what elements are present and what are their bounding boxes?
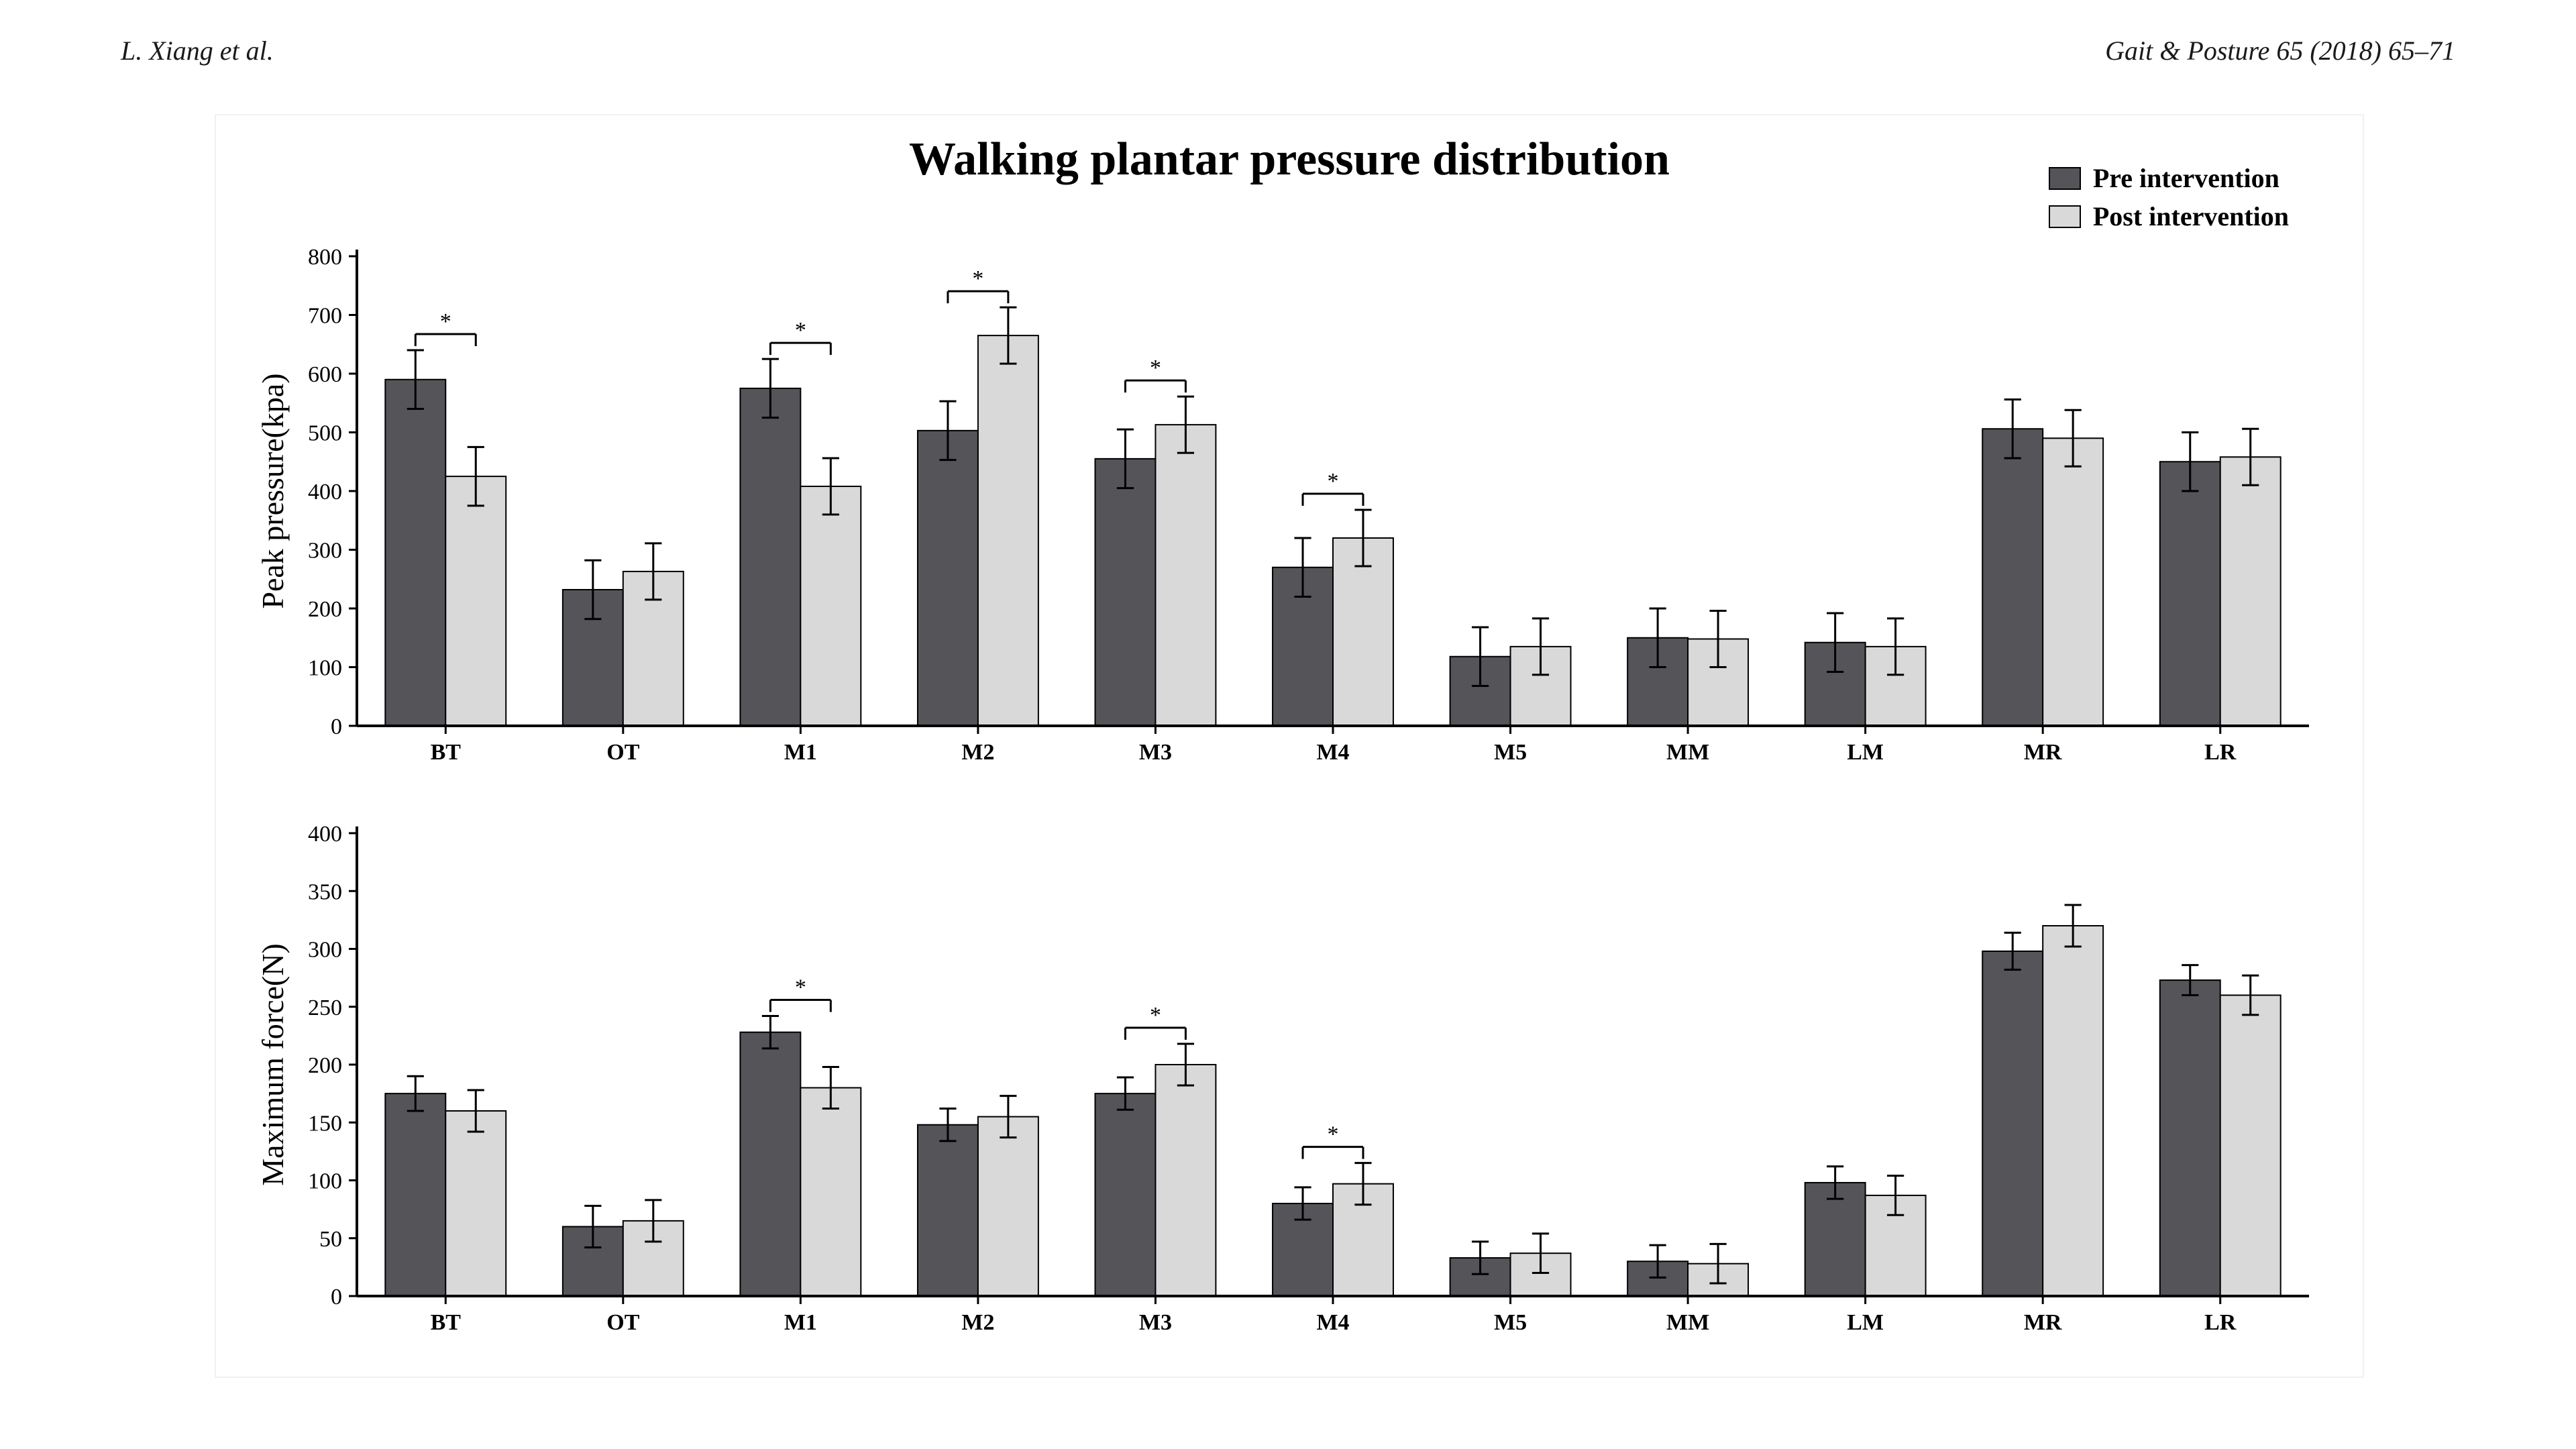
svg-text:*: * bbox=[1150, 1003, 1161, 1028]
svg-text:400: 400 bbox=[308, 480, 342, 504]
svg-text:400: 400 bbox=[308, 822, 342, 847]
svg-text:500: 500 bbox=[308, 421, 342, 446]
svg-text:50: 50 bbox=[319, 1227, 342, 1252]
svg-text:OT: OT bbox=[606, 740, 639, 765]
svg-text:M2: M2 bbox=[961, 740, 994, 765]
svg-text:OT: OT bbox=[606, 1310, 639, 1335]
svg-text:350: 350 bbox=[308, 879, 342, 904]
svg-text:M2: M2 bbox=[961, 1310, 994, 1335]
chart-maximum-force: 0 50 100 150 200 250 300 350 400 Maximum force(N)… bbox=[256, 793, 2322, 1343]
svg-text:Maximum force(N): Maximum force(N) bbox=[256, 943, 290, 1186]
svg-text:*: * bbox=[1328, 469, 1339, 494]
legend-item-pre: Pre intervention bbox=[2049, 162, 2289, 194]
svg-text:M5: M5 bbox=[1494, 1310, 1527, 1335]
svg-text:*: * bbox=[972, 266, 983, 291]
figure-title: Walking plantar pressure distribution bbox=[216, 133, 2363, 186]
chart-peak-pressure: 0 100 200 300 400 500 600 700 800 Peak pressure(k… bbox=[256, 216, 2322, 773]
svg-text:LR: LR bbox=[2204, 1310, 2237, 1335]
svg-text:LM: LM bbox=[1847, 740, 1884, 765]
legend-swatch-pre bbox=[2049, 167, 2081, 190]
svg-text:150: 150 bbox=[308, 1111, 342, 1136]
running-head-right: Gait & Posture 65 (2018) 65–71 bbox=[2105, 35, 2455, 66]
figure-panel: Walking plantar pressure distribution Pr… bbox=[215, 114, 2364, 1378]
svg-text:200: 200 bbox=[308, 597, 342, 622]
svg-text:MR: MR bbox=[2024, 740, 2062, 765]
svg-text:M4: M4 bbox=[1316, 1310, 1349, 1335]
svg-text:100: 100 bbox=[308, 656, 342, 681]
page: L. Xiang et al. Gait & Posture 65 (2018)… bbox=[0, 0, 2576, 1449]
svg-text:BT: BT bbox=[431, 740, 462, 765]
svg-text:800: 800 bbox=[308, 245, 342, 270]
svg-text:300: 300 bbox=[308, 539, 342, 564]
legend-label-pre: Pre intervention bbox=[2093, 162, 2279, 194]
svg-text:MR: MR bbox=[2024, 1310, 2062, 1335]
svg-text:BT: BT bbox=[431, 1310, 462, 1335]
running-head-left: L. Xiang et al. bbox=[121, 35, 274, 66]
svg-text:*: * bbox=[1150, 356, 1161, 380]
svg-text:0: 0 bbox=[331, 714, 342, 739]
svg-text:700: 700 bbox=[308, 304, 342, 329]
svg-text:M5: M5 bbox=[1494, 740, 1527, 765]
svg-text:*: * bbox=[440, 309, 451, 334]
svg-text:250: 250 bbox=[308, 996, 342, 1020]
svg-text:M1: M1 bbox=[784, 740, 817, 765]
svg-text:M3: M3 bbox=[1139, 740, 1172, 765]
svg-text:Peak pressure(kpa): Peak pressure(kpa) bbox=[256, 373, 290, 608]
svg-text:300: 300 bbox=[308, 938, 342, 963]
svg-text:MM: MM bbox=[1666, 740, 1709, 765]
svg-text:100: 100 bbox=[308, 1169, 342, 1194]
svg-text:*: * bbox=[795, 318, 806, 343]
svg-text:LM: LM bbox=[1847, 1310, 1884, 1335]
svg-text:200: 200 bbox=[308, 1053, 342, 1078]
svg-text:0: 0 bbox=[331, 1285, 342, 1309]
svg-text:MM: MM bbox=[1666, 1310, 1709, 1335]
svg-text:M4: M4 bbox=[1316, 740, 1349, 765]
svg-text:M3: M3 bbox=[1139, 1310, 1172, 1335]
svg-text:*: * bbox=[795, 975, 806, 1000]
svg-text:LR: LR bbox=[2204, 740, 2237, 765]
svg-text:M1: M1 bbox=[784, 1310, 817, 1335]
svg-text:*: * bbox=[1328, 1122, 1339, 1147]
svg-text:600: 600 bbox=[308, 362, 342, 387]
